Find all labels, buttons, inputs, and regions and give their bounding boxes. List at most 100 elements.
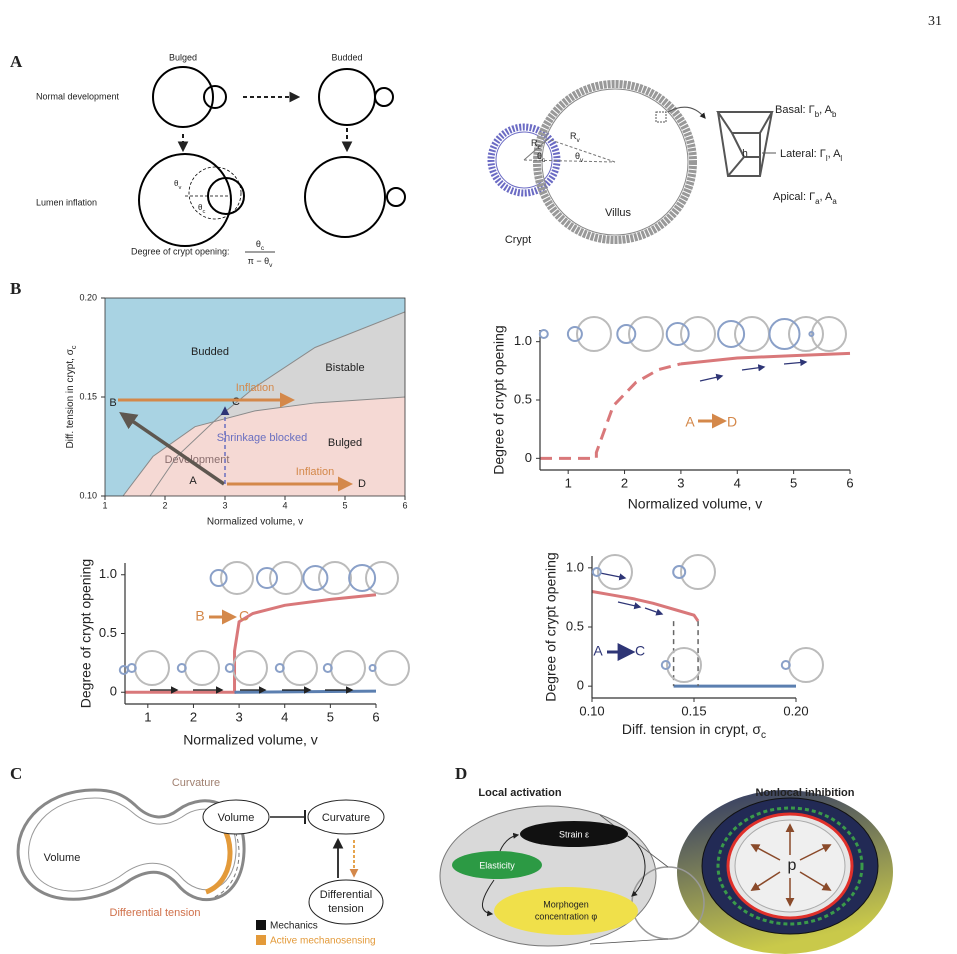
annotation: C xyxy=(635,643,645,659)
bud-icon xyxy=(209,569,228,587)
text-part: Apical: Γ xyxy=(773,191,815,203)
y-tick-label: 0.15 xyxy=(79,391,97,401)
node-label: tension xyxy=(328,903,363,915)
node-label: Morphogen xyxy=(543,899,589,909)
text-part: θ xyxy=(174,179,179,188)
text-part: Diff. tension in crypt, σ xyxy=(65,348,76,448)
shape-icon xyxy=(269,561,303,595)
bud-icon xyxy=(616,324,637,344)
bud-icon xyxy=(665,322,690,346)
x-tick-label: 0.20 xyxy=(783,703,808,718)
x-tick-label: 3 xyxy=(235,709,242,724)
arrow xyxy=(741,364,766,372)
panel-label: A xyxy=(10,52,23,71)
text-part: c xyxy=(261,245,265,252)
text-part: v xyxy=(580,157,584,164)
text-part: c xyxy=(542,157,546,164)
label: Rc xyxy=(531,138,542,151)
bud-icon xyxy=(672,565,687,579)
y-tick-label: 0 xyxy=(525,450,532,465)
region xyxy=(123,397,405,496)
shape-icon xyxy=(134,650,170,686)
label: Lateral: Γl, Al xyxy=(780,148,842,163)
bud-icon xyxy=(348,564,377,592)
bud-icon xyxy=(368,664,377,672)
series-line xyxy=(234,689,377,694)
x-tick-label: 2 xyxy=(190,709,197,724)
bud-icon xyxy=(717,320,746,348)
shape-icon xyxy=(597,554,633,590)
text-part: c xyxy=(69,345,78,349)
bud-icon xyxy=(274,663,285,673)
text-part: c xyxy=(761,730,766,741)
label: p xyxy=(788,857,797,874)
node-label: Differential xyxy=(320,889,372,901)
bud-icon xyxy=(538,329,549,339)
annotation: Bistable xyxy=(325,362,364,374)
shape-icon xyxy=(666,647,702,683)
panel-label: B xyxy=(10,279,21,298)
series-line xyxy=(591,590,700,622)
page-number: 31 xyxy=(928,14,942,29)
label: θv xyxy=(575,151,584,164)
x-tick-label: 1 xyxy=(102,500,107,510)
annotation: D xyxy=(727,414,737,430)
bud-icon xyxy=(768,318,801,350)
formula: θc xyxy=(256,239,265,252)
label: Basal: Γb, Ab xyxy=(775,104,837,119)
node-label: Strain ε xyxy=(559,829,589,839)
shape-icon xyxy=(232,650,268,686)
text-part: a xyxy=(832,197,837,206)
shape-icon xyxy=(680,316,716,352)
text-part: v xyxy=(577,137,581,144)
annotation: Inflation xyxy=(236,382,275,394)
annotation: A xyxy=(593,643,603,659)
x-tick-label: 1 xyxy=(565,475,572,490)
chart: 0.10 0.15 0.20 0 0.5 1.0 Diff. tension in cryp… xyxy=(543,552,809,741)
arrow xyxy=(599,572,627,581)
x-tick-label: 4 xyxy=(281,709,288,724)
text-part: v xyxy=(269,262,273,269)
label: Degree of crypt opening: xyxy=(131,246,230,256)
text-part: l xyxy=(840,154,842,163)
panel-label: C xyxy=(10,764,22,783)
label: Villus xyxy=(605,207,632,219)
panel-label: D xyxy=(455,764,467,783)
crypt-villus-diagram xyxy=(487,80,776,244)
arrow xyxy=(617,601,642,610)
label: Apical: Γa, Aa xyxy=(773,191,837,206)
text-part: θ xyxy=(537,151,542,161)
text-part: θ xyxy=(198,203,203,212)
chart: 1 2 3 4 5 6 0.10 0.15 0.20 Normalized volume, v Di… xyxy=(65,292,408,527)
network-nodes xyxy=(202,799,385,945)
y-tick-label: 0 xyxy=(577,678,584,693)
y-tick-label: 1.0 xyxy=(566,559,584,574)
bud-icon xyxy=(176,663,187,673)
x-tick-label: 4 xyxy=(282,500,287,510)
y-tick-label: 0.5 xyxy=(514,391,532,406)
annotation: Development xyxy=(165,454,230,466)
x-tick-label: 5 xyxy=(790,475,797,490)
charts: 1 2 3 4 5 6 0.10 0.15 0.20 Normalized volume, v Di… xyxy=(65,292,854,747)
text-part: θ xyxy=(256,239,261,249)
arrow xyxy=(783,358,808,367)
text-part: c xyxy=(538,144,542,151)
text-part: θ xyxy=(575,151,580,161)
shape-icon xyxy=(330,650,366,686)
shape-icon xyxy=(628,316,664,352)
x-tick-label: 0.15 xyxy=(681,703,706,718)
label: Curvature xyxy=(172,777,220,789)
arrow xyxy=(699,373,724,382)
formula: π − θv xyxy=(248,256,273,269)
x-axis-label: Normalized volume, v xyxy=(183,732,318,748)
label: θv xyxy=(174,179,181,190)
y-axis-label: Diff. tension in crypt, σc xyxy=(65,345,79,448)
shape-icon xyxy=(282,650,318,686)
annotation: C xyxy=(239,608,249,624)
series-line xyxy=(149,311,406,497)
y-axis-label: Degree of crypt opening xyxy=(78,559,94,708)
text-part: π − θ xyxy=(248,256,269,266)
y-tick-label: 0.5 xyxy=(99,625,117,640)
shape-icon xyxy=(576,316,612,352)
